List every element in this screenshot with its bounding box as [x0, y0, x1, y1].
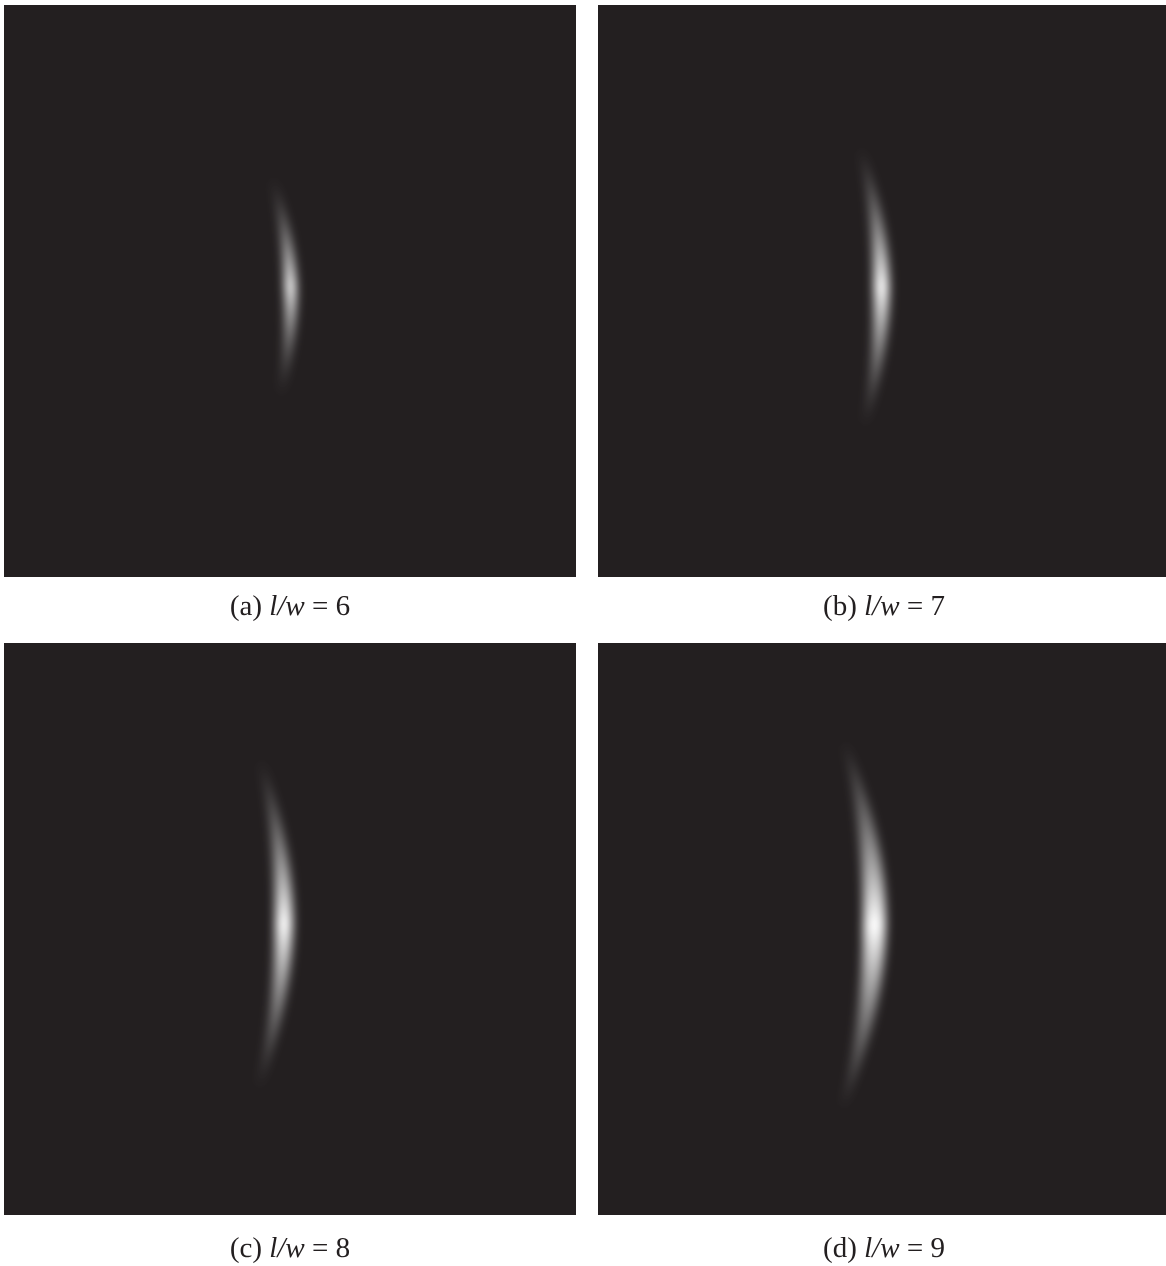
caption-c-equals: = — [312, 1232, 329, 1264]
crescent-image-b — [860, 147, 890, 427]
caption-a-expr: l/w — [269, 590, 305, 622]
caption-b-expr: l/w — [864, 590, 900, 622]
caption-d: (d) l/w = 9 — [598, 1231, 1166, 1265]
crescent-shape-c — [258, 759, 293, 1089]
caption-d-value: 9 — [930, 1232, 945, 1264]
image-panel-c — [4, 643, 576, 1215]
caption-c-value: 8 — [335, 1232, 351, 1264]
caption-b: (b) l/w = 7 — [598, 589, 1166, 623]
crescent-image-c — [258, 759, 293, 1089]
image-panel-b — [598, 5, 1166, 577]
caption-d-equals: = — [906, 1232, 924, 1264]
caption-c: (c) l/w = 8 — [4, 1231, 576, 1265]
caption-b-value: 7 — [930, 590, 945, 622]
caption-d-expr: l/w — [864, 1232, 900, 1264]
crescent-shape-d — [842, 741, 886, 1109]
caption-c-label: (c) — [229, 1232, 263, 1264]
crescent-image-a — [272, 177, 297, 397]
crescent-shape-a — [272, 177, 297, 397]
caption-a-label: (a) — [229, 590, 263, 622]
caption-a-value: 6 — [335, 590, 351, 622]
crescent-shape-b — [860, 147, 890, 427]
crescent-image-d — [842, 741, 886, 1109]
caption-a-equals: = — [312, 590, 329, 622]
caption-d-label: (d) — [823, 1232, 857, 1264]
image-panel-d — [598, 643, 1166, 1215]
caption-b-label: (b) — [823, 590, 857, 622]
caption-c-expr: l/w — [269, 1232, 305, 1264]
image-panel-a — [4, 5, 576, 577]
caption-b-equals: = — [906, 590, 924, 622]
caption-a: (a) l/w = 6 — [4, 589, 576, 623]
